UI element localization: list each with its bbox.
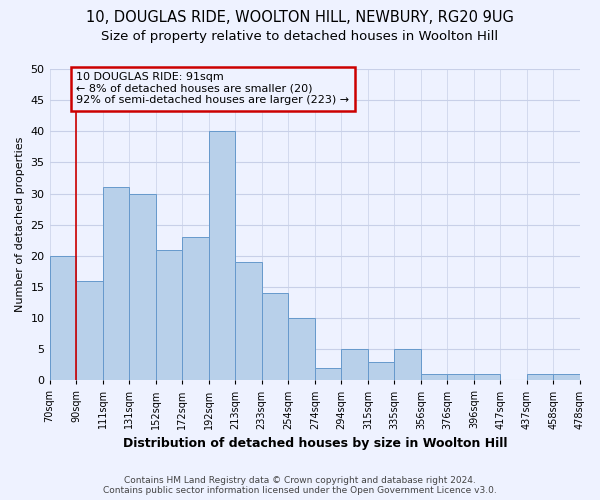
Bar <box>421 374 448 380</box>
Bar <box>262 293 288 380</box>
X-axis label: Distribution of detached houses by size in Woolton Hill: Distribution of detached houses by size … <box>122 437 507 450</box>
Text: Contains HM Land Registry data © Crown copyright and database right 2024.
Contai: Contains HM Land Registry data © Crown c… <box>103 476 497 495</box>
Bar <box>368 362 394 380</box>
Bar <box>315 368 341 380</box>
Bar <box>129 194 155 380</box>
Bar <box>50 256 76 380</box>
Text: 10 DOUGLAS RIDE: 91sqm
← 8% of detached houses are smaller (20)
92% of semi-deta: 10 DOUGLAS RIDE: 91sqm ← 8% of detached … <box>76 72 349 106</box>
Bar <box>474 374 500 380</box>
Bar <box>235 262 262 380</box>
Bar <box>553 374 580 380</box>
Bar <box>76 280 103 380</box>
Bar <box>155 250 182 380</box>
Bar <box>341 349 368 380</box>
Bar <box>448 374 474 380</box>
Text: Size of property relative to detached houses in Woolton Hill: Size of property relative to detached ho… <box>101 30 499 43</box>
Bar <box>394 349 421 380</box>
Text: 10, DOUGLAS RIDE, WOOLTON HILL, NEWBURY, RG20 9UG: 10, DOUGLAS RIDE, WOOLTON HILL, NEWBURY,… <box>86 10 514 25</box>
Y-axis label: Number of detached properties: Number of detached properties <box>15 137 25 312</box>
Bar <box>182 237 209 380</box>
Bar <box>209 132 235 380</box>
Bar <box>527 374 553 380</box>
Bar <box>103 188 129 380</box>
Bar <box>288 318 315 380</box>
